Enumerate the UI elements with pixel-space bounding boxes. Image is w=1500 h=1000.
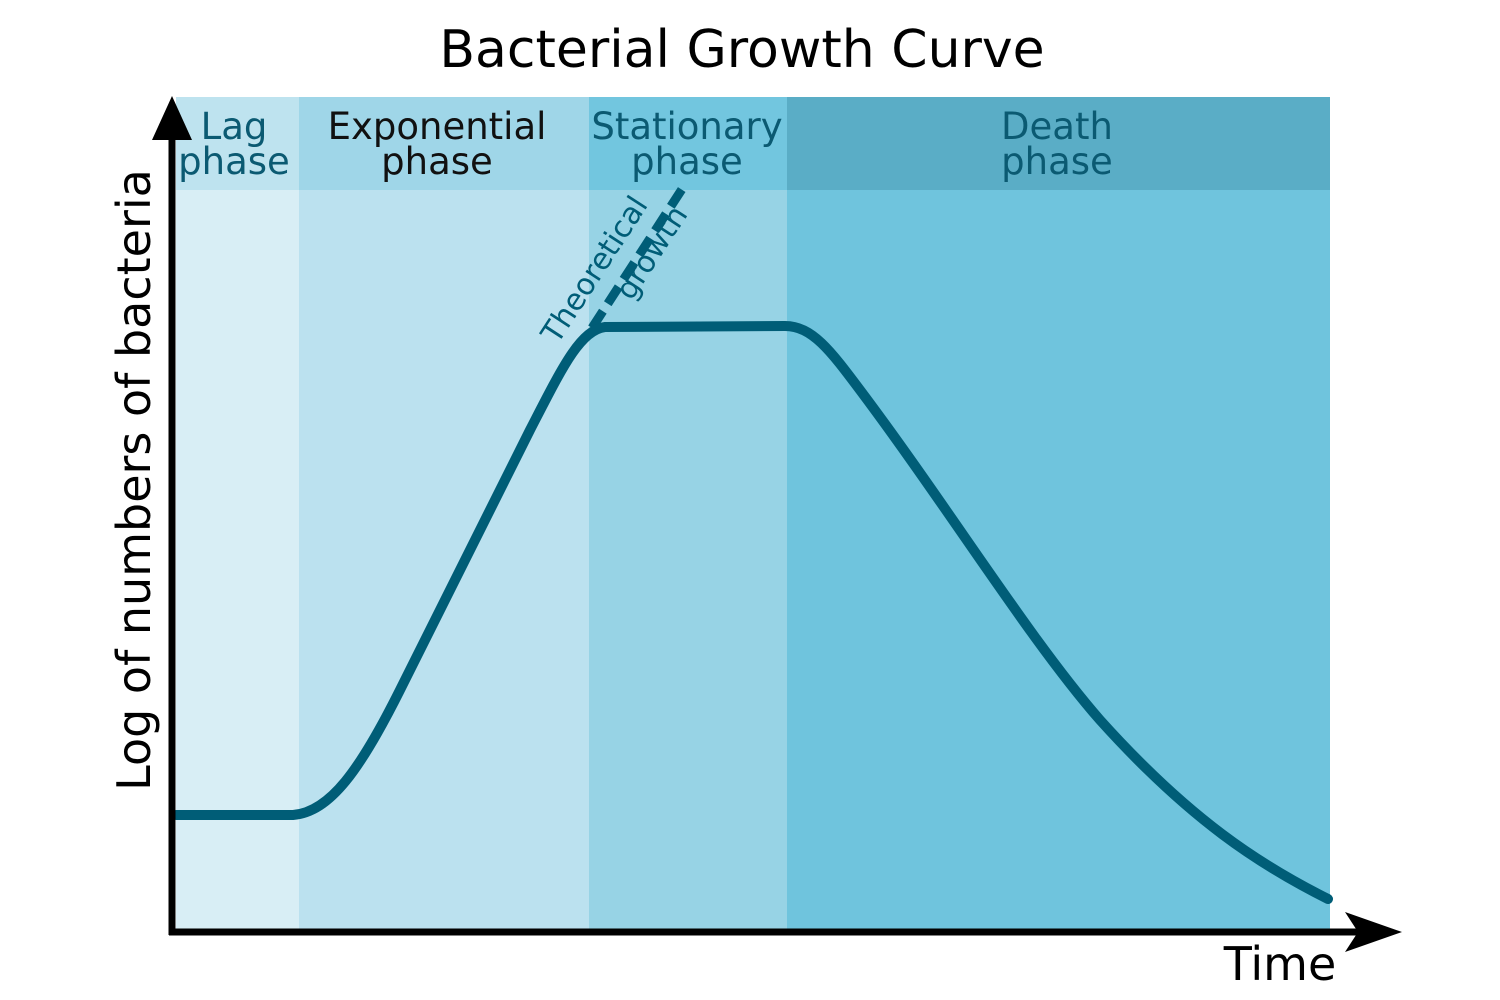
exponential-phase-header — [299, 97, 589, 190]
death-phase-label: phase — [1001, 140, 1113, 183]
stationary-phase-region — [589, 97, 787, 930]
lag-phase-label: phase — [178, 140, 290, 183]
lag-phase-label: Lag — [201, 105, 268, 148]
x-axis-label: Time — [1223, 937, 1337, 991]
diagram-title: Bacterial Growth Curve — [439, 20, 1044, 80]
phase-labels: Lag phase Exponential phase Stationary p… — [178, 105, 1113, 183]
lag-phase-region — [176, 97, 299, 930]
axes — [152, 96, 1402, 952]
stationary-phase-header — [589, 97, 787, 190]
exponential-phase-label: phase — [381, 140, 493, 183]
exponential-phase-region — [299, 97, 589, 930]
phase-panels — [176, 97, 1330, 930]
stationary-phase-label: Stationary — [591, 105, 782, 148]
lag-phase-header — [176, 97, 299, 190]
y-axis-label: Log of numbers of bacteria — [107, 169, 161, 791]
exponential-phase-label: Exponential — [328, 105, 547, 148]
death-phase-region — [787, 97, 1330, 930]
x-axis-arrow-icon — [1345, 912, 1402, 952]
death-phase-header — [787, 97, 1330, 190]
stationary-phase-label: phase — [631, 140, 743, 183]
death-phase-label: Death — [1001, 105, 1113, 148]
y-axis-arrow-icon — [152, 96, 192, 140]
growth-curve — [171, 321, 1333, 904]
